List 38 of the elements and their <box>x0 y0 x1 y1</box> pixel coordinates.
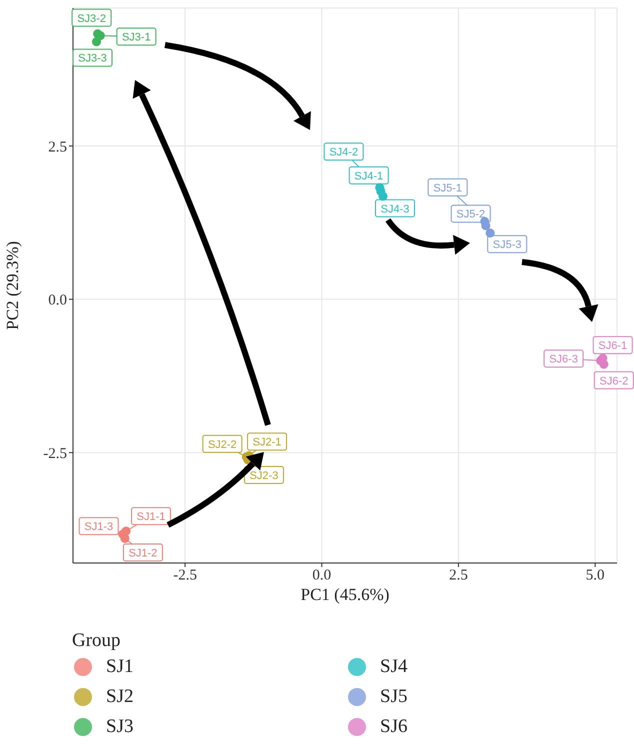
legend-label: SJ4 <box>380 656 408 678</box>
annotation: SJ2-1 <box>252 436 282 449</box>
point <box>378 192 388 201</box>
annotation: SJ1-3 <box>84 521 114 534</box>
annotation: SJ3-1 <box>122 32 151 44</box>
y-tick-label: 2.5 <box>48 139 67 156</box>
legend-label: SJ5 <box>380 686 408 708</box>
x-tick-label: 0.0 <box>312 568 332 584</box>
annotation: SJ4-3 <box>380 203 410 216</box>
legend-label: SJ6 <box>380 716 408 738</box>
annotation: SJ6-2 <box>600 375 628 388</box>
y-tick-label: -2.5 <box>43 446 67 462</box>
annotation: SJ6-3 <box>549 354 578 366</box>
x-tick-label: 5.0 <box>586 568 605 584</box>
annotation: SJ3-2 <box>77 12 106 25</box>
legend-title: Group <box>72 630 122 652</box>
x-axis-title: PC1 (45.6%) <box>300 585 390 604</box>
annotation: SJ4-1 <box>354 170 384 182</box>
annotation: SJ5-2 <box>456 208 486 221</box>
y-tick-label: 0.0 <box>48 292 67 309</box>
y-axis-title: PC2 (29.3%) <box>3 241 22 330</box>
annotation: SJ4-2 <box>329 146 358 159</box>
point <box>486 228 495 238</box>
x-tick-label: -2.5 <box>173 568 197 584</box>
annotation: SJ6-1 <box>598 340 628 352</box>
x-tick-label: 2.5 <box>449 568 468 584</box>
legend-label: SJ2 <box>106 686 134 708</box>
annotation: SJ3-3 <box>78 52 107 65</box>
legend-label: SJ1 <box>106 656 134 678</box>
annotation: SJ1-1 <box>136 511 166 524</box>
point <box>92 37 102 46</box>
annotation: SJ2-3 <box>250 470 278 482</box>
annotation: SJ2-2 <box>208 438 237 451</box>
annotation: SJ5-1 <box>433 182 462 194</box>
point <box>93 29 102 38</box>
annotation: SJ1-2 <box>128 547 158 560</box>
legend-label: SJ3 <box>106 716 134 738</box>
annotation: SJ5-3 <box>492 239 522 252</box>
